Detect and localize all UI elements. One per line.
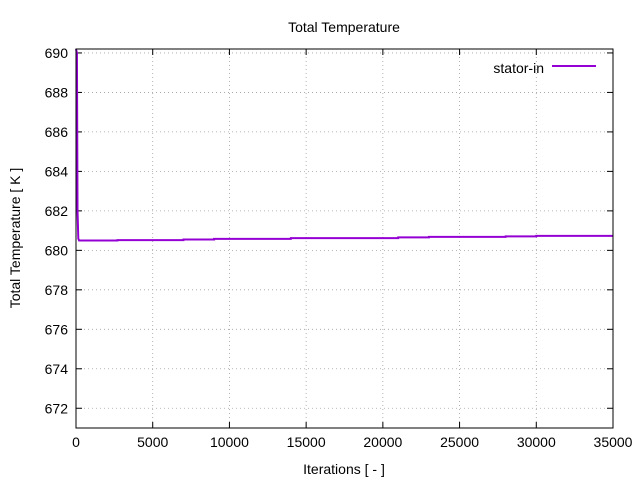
y-tick-label: 678 bbox=[45, 282, 69, 298]
x-tick-label: 15000 bbox=[287, 434, 326, 450]
y-tick-label: 676 bbox=[45, 321, 69, 337]
x-tick-label: 20000 bbox=[363, 434, 402, 450]
legend: stator-in bbox=[493, 60, 596, 76]
series-line-stator-in bbox=[75, 48, 613, 242]
y-tick-label: 682 bbox=[45, 203, 69, 219]
chart-title: Total Temperature bbox=[288, 19, 400, 35]
y-tick-label: 686 bbox=[45, 124, 69, 140]
x-tick-label: 5000 bbox=[137, 434, 168, 450]
plot-frame bbox=[75, 48, 614, 429]
x-tick-label: 30000 bbox=[517, 434, 556, 450]
x-tick-label: 10000 bbox=[210, 434, 249, 450]
series-group bbox=[75, 48, 613, 242]
y-tick-label: 674 bbox=[45, 361, 69, 377]
x-tick-label: 25000 bbox=[440, 434, 479, 450]
x-tick-label: 0 bbox=[72, 434, 80, 450]
x-tick-label: 35000 bbox=[594, 434, 633, 450]
legend-label-stator-in: stator-in bbox=[493, 60, 544, 76]
y-tick-label: 688 bbox=[45, 84, 69, 100]
y-tick-label: 680 bbox=[45, 242, 69, 258]
y-tick-labels: 672 674 676 678 680 682 684 686 688 690 bbox=[45, 45, 69, 416]
y-tick-label: 690 bbox=[45, 45, 69, 61]
y-tick-label: 684 bbox=[45, 163, 69, 179]
x-axis-title: Iterations [ - ] bbox=[303, 461, 385, 477]
y-axis-title: Total Temperature [ K ] bbox=[7, 168, 23, 309]
y-tick-label: 672 bbox=[45, 400, 69, 416]
x-tick-labels: 0 5000 10000 15000 20000 25000 30000 35000 bbox=[72, 434, 633, 450]
grid-lines bbox=[76, 49, 613, 428]
